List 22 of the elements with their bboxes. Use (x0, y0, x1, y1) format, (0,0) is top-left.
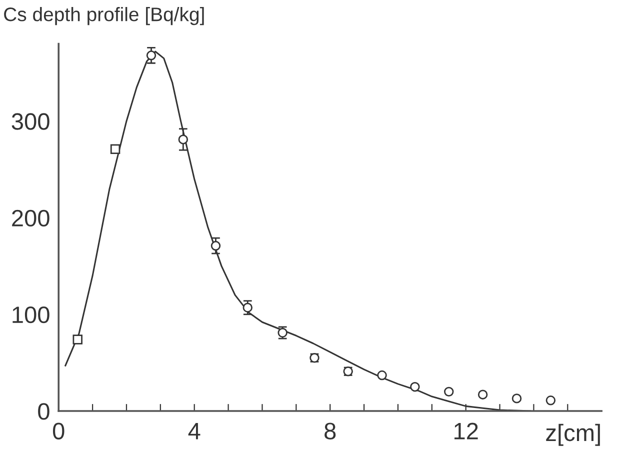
point (410, 382, 420, 392)
y-tick-label: 200 (12, 210, 50, 227)
point (242, 302, 252, 312)
point (478, 390, 488, 400)
point (377, 370, 387, 380)
point (210, 240, 221, 251)
y-tick-label: 300 (12, 113, 50, 130)
point (146, 50, 156, 60)
x-tick-label: 0 (52, 422, 64, 440)
point (178, 134, 188, 144)
y-tick-label: 0 (38, 403, 50, 420)
x-tick-label: 4 (188, 422, 200, 440)
x-axis-title: z[cm] (546, 424, 600, 446)
point (512, 394, 522, 404)
x-tick-label: 8 (324, 422, 336, 440)
y-axis-title: Cs depth profile [Bq/kg] (4, 6, 204, 26)
point (110, 144, 120, 154)
point (546, 396, 556, 406)
y-tick-label: 100 (12, 306, 50, 324)
x-tick-label: 12 (454, 422, 478, 440)
point (444, 386, 454, 397)
point (72, 334, 82, 344)
